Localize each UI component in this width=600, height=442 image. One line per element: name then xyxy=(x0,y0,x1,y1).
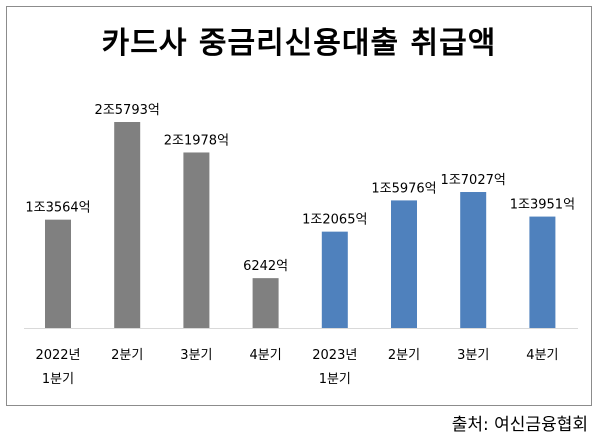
bar xyxy=(45,219,71,328)
x-tick-label: 1분기 xyxy=(319,372,351,387)
source-note: 출처: 여신금융협회 xyxy=(451,415,588,435)
bar xyxy=(460,192,487,328)
x-tick-label: 2분기 xyxy=(111,348,143,363)
data-label: 1조3564억 xyxy=(25,201,90,216)
data-label: 6242억 xyxy=(243,259,288,274)
x-tick-label: 3분기 xyxy=(457,348,489,363)
bar xyxy=(183,152,210,328)
x-tick-label: 3분기 xyxy=(180,348,212,363)
bar xyxy=(114,122,141,328)
x-tick-label: 2022년 xyxy=(35,348,80,363)
chart-frame xyxy=(6,6,592,406)
bar xyxy=(529,216,556,328)
data-label: 1조2065억 xyxy=(302,213,367,228)
x-tick-label: 4분기 xyxy=(526,348,558,363)
bar xyxy=(321,231,348,328)
data-label: 2조5793억 xyxy=(95,103,160,118)
x-tick-label: 2023년 xyxy=(312,348,357,363)
data-label: 1조5976억 xyxy=(371,181,436,196)
data-label: 2조1978억 xyxy=(164,133,229,148)
chart-title: 카드사 중금리신용대출 취급액 xyxy=(101,26,497,61)
bar xyxy=(391,200,417,328)
x-tick-label: 2분기 xyxy=(388,348,420,363)
x-tick-label: 4분기 xyxy=(249,348,281,363)
data-label: 1조7027억 xyxy=(441,173,506,188)
data-label: 1조3951억 xyxy=(510,198,575,213)
x-tick-label: 1분기 xyxy=(42,372,74,387)
bar xyxy=(252,278,279,328)
